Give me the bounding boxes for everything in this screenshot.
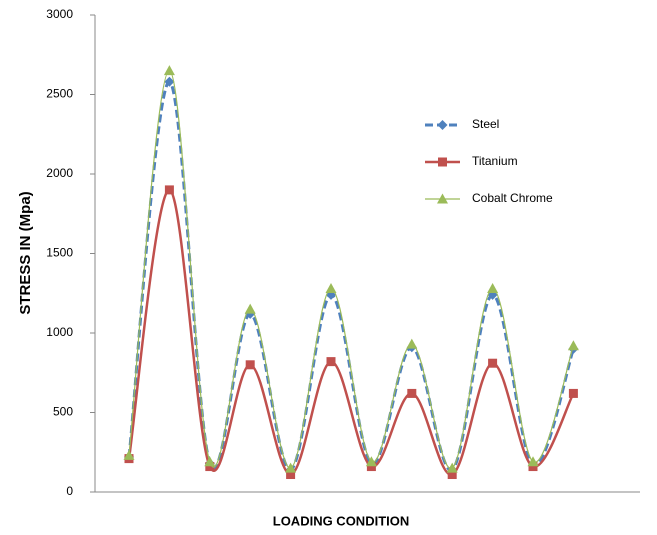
marker [245, 360, 255, 370]
marker [205, 462, 215, 472]
marker [326, 357, 336, 367]
marker [286, 470, 296, 480]
marker [527, 456, 539, 467]
marker [528, 462, 538, 472]
y-tick-label: 1000 [46, 325, 73, 339]
marker [163, 65, 175, 76]
marker [568, 388, 578, 398]
marker [446, 462, 458, 473]
marker [164, 185, 174, 195]
marker [366, 462, 376, 472]
y-tick-label: 3000 [46, 7, 73, 21]
marker [407, 388, 417, 398]
legend-marker [437, 120, 448, 130]
y-tick-label: 2000 [46, 166, 73, 180]
legend-marker [437, 193, 448, 204]
marker [488, 358, 498, 368]
marker [285, 462, 297, 473]
marker [567, 340, 579, 351]
marker [164, 76, 175, 87]
marker [487, 282, 499, 293]
x-axis-label: LOADING CONDITION [273, 513, 410, 528]
legend-label: Cobalt Chrome [472, 191, 553, 205]
marker [406, 338, 418, 349]
marker [325, 282, 337, 293]
marker [204, 456, 216, 467]
marker [244, 303, 256, 314]
marker [123, 449, 135, 460]
y-tick-label: 2500 [46, 87, 73, 101]
y-axis-label: STRESS IN (Mpa) [17, 191, 34, 314]
legend-label: Steel [472, 117, 499, 131]
legend-marker [438, 157, 447, 167]
y-tick-label: 500 [53, 405, 73, 419]
marker [365, 456, 377, 467]
y-tick-label: 0 [66, 484, 73, 498]
y-tick-label: 1500 [46, 246, 73, 260]
marker [447, 470, 457, 480]
legend-label: Titanium [472, 154, 518, 168]
